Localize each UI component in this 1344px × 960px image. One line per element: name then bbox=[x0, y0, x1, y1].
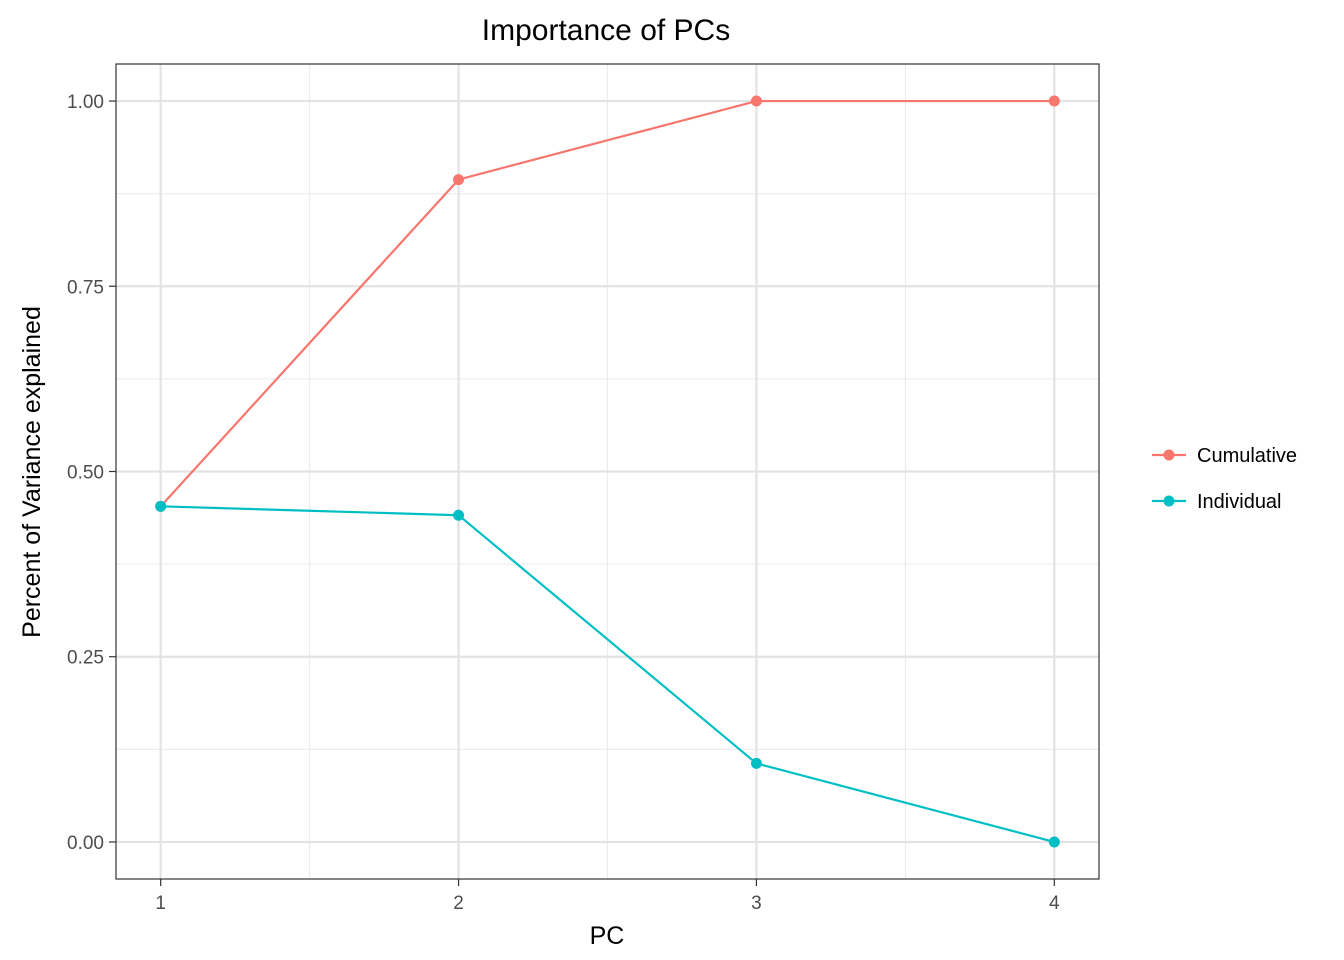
individual-point bbox=[750, 757, 762, 769]
individual-legend-key-point bbox=[1163, 495, 1175, 507]
x-tick-label: 3 bbox=[751, 893, 762, 914]
x-tick-label: 4 bbox=[1049, 893, 1060, 914]
individual-line bbox=[160, 505, 1055, 844]
y-axis-title: Percent of Variance explained bbox=[18, 306, 46, 638]
y-tick-label: 1.00 bbox=[67, 92, 104, 113]
x-axis: 1 2 3 4 bbox=[155, 879, 1060, 914]
legend: Cumulative Individual bbox=[1152, 445, 1297, 513]
cumulative-legend-label: Cumulative bbox=[1197, 445, 1297, 467]
cumulative-point bbox=[1048, 95, 1060, 107]
cumulative-legend-key-point bbox=[1163, 449, 1175, 461]
x-tick-label: 1 bbox=[155, 893, 166, 914]
cumulative-point bbox=[453, 174, 465, 186]
chart-title: Importance of PCs bbox=[482, 14, 730, 47]
y-tick-label: 0.25 bbox=[67, 648, 104, 669]
individual-point bbox=[155, 500, 167, 512]
x-tick-label: 2 bbox=[453, 893, 464, 914]
individual-point bbox=[1048, 836, 1060, 848]
cumulative-line bbox=[159, 99, 1055, 508]
series-layer bbox=[155, 95, 1060, 848]
individual-point bbox=[453, 509, 465, 521]
y-tick-label: 0.50 bbox=[67, 463, 104, 484]
y-tick-label: 0.00 bbox=[67, 833, 104, 854]
x-axis-title: PC bbox=[590, 922, 625, 950]
major-gridlines bbox=[116, 64, 1099, 879]
individual-legend-label: Individual bbox=[1197, 491, 1282, 513]
cumulative-point bbox=[750, 95, 762, 107]
y-tick-label: 0.75 bbox=[67, 277, 104, 298]
y-axis: 0.00 0.25 0.50 0.75 1.00 bbox=[67, 92, 116, 854]
